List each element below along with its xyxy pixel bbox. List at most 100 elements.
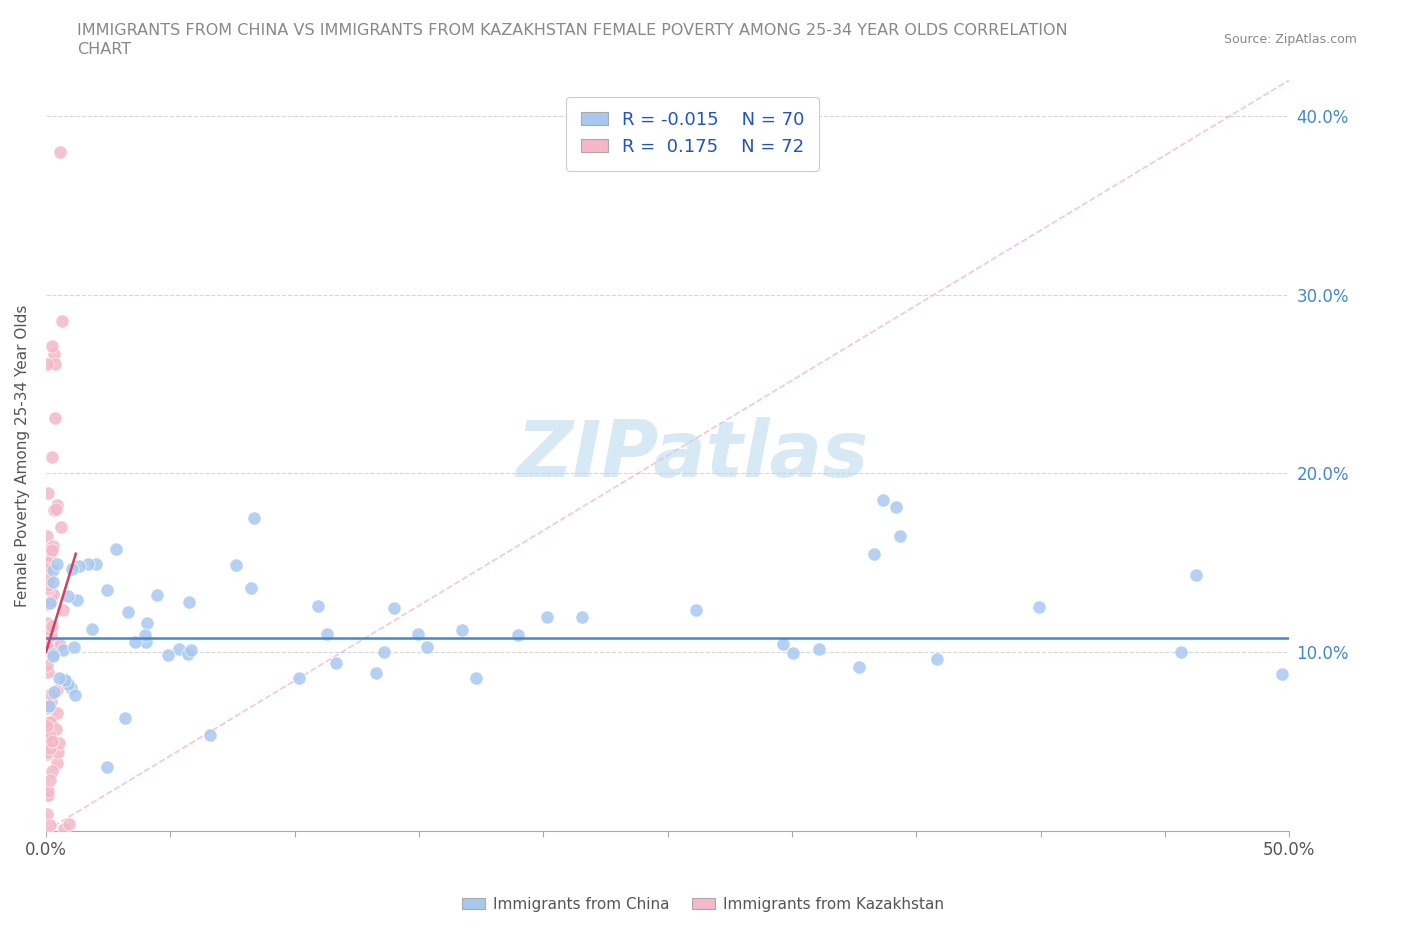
Point xyxy=(53,674,76,689)
Point xyxy=(41,618,63,633)
Point xyxy=(63,688,86,703)
Point xyxy=(37,485,59,500)
Point xyxy=(307,599,329,614)
Point xyxy=(146,588,169,603)
Point xyxy=(39,714,62,729)
Point xyxy=(1170,645,1192,660)
Point xyxy=(37,541,59,556)
Point xyxy=(45,498,67,512)
Point xyxy=(49,638,72,653)
Point xyxy=(35,806,58,821)
Point xyxy=(37,562,59,577)
Point xyxy=(177,646,200,661)
Point xyxy=(1028,600,1050,615)
Point xyxy=(177,594,200,609)
Point xyxy=(42,502,65,517)
Point xyxy=(39,548,62,563)
Point xyxy=(134,628,156,643)
Point xyxy=(287,671,309,685)
Point xyxy=(373,644,395,659)
Point xyxy=(35,580,58,595)
Point xyxy=(41,638,63,653)
Point xyxy=(37,783,59,798)
Point xyxy=(406,627,429,642)
Text: CHART: CHART xyxy=(77,42,131,57)
Point xyxy=(536,609,558,624)
Point xyxy=(44,410,66,425)
Point xyxy=(58,817,80,831)
Point xyxy=(39,687,62,702)
Point xyxy=(38,698,60,713)
Point xyxy=(39,636,62,651)
Point xyxy=(198,728,221,743)
Point xyxy=(60,681,83,696)
Point xyxy=(44,684,66,699)
Point xyxy=(42,347,65,362)
Point xyxy=(240,580,263,595)
Point xyxy=(1184,567,1206,582)
Point xyxy=(41,539,63,554)
Point xyxy=(35,747,58,762)
Point xyxy=(42,648,65,663)
Point xyxy=(52,603,75,618)
Point xyxy=(451,623,474,638)
Point xyxy=(39,773,62,788)
Point xyxy=(84,556,107,571)
Point xyxy=(41,339,63,353)
Point xyxy=(39,729,62,744)
Point xyxy=(51,519,73,534)
Point xyxy=(38,622,60,637)
Point xyxy=(243,511,266,525)
Point xyxy=(56,676,79,691)
Point xyxy=(39,817,62,832)
Point xyxy=(96,760,118,775)
Point xyxy=(44,357,66,372)
Point xyxy=(416,640,439,655)
Point xyxy=(35,545,58,560)
Point xyxy=(38,640,60,655)
Point xyxy=(60,562,83,577)
Point xyxy=(35,723,58,737)
Point xyxy=(325,656,347,671)
Point xyxy=(39,584,62,599)
Point xyxy=(48,144,70,159)
Point xyxy=(96,583,118,598)
Point xyxy=(67,559,90,574)
Point xyxy=(37,735,59,750)
Point xyxy=(37,718,59,733)
Point xyxy=(46,683,69,698)
Point xyxy=(44,721,66,736)
Point xyxy=(117,604,139,619)
Point xyxy=(42,646,65,661)
Point xyxy=(685,603,707,618)
Point xyxy=(46,755,69,770)
Point xyxy=(53,672,76,687)
Point xyxy=(35,788,58,803)
Point xyxy=(364,666,387,681)
Point xyxy=(884,499,907,514)
Text: ZIPatlas: ZIPatlas xyxy=(516,418,869,494)
Point xyxy=(77,557,100,572)
Point xyxy=(35,744,58,759)
Point xyxy=(58,589,80,604)
Point xyxy=(39,641,62,656)
Point xyxy=(63,640,86,655)
Point xyxy=(35,615,58,630)
Point xyxy=(169,642,191,657)
Point xyxy=(35,528,58,543)
Point xyxy=(37,639,59,654)
Point xyxy=(135,616,157,631)
Point xyxy=(37,658,59,672)
Point xyxy=(157,648,180,663)
Point xyxy=(39,628,62,643)
Point xyxy=(37,555,59,570)
Point xyxy=(124,635,146,650)
Point xyxy=(315,626,337,641)
Point xyxy=(38,741,60,756)
Point xyxy=(35,638,58,653)
Text: IMMIGRANTS FROM CHINA VS IMMIGRANTS FROM KAZAKHSTAN FEMALE POVERTY AMONG 25-34 Y: IMMIGRANTS FROM CHINA VS IMMIGRANTS FROM… xyxy=(77,23,1069,38)
Point xyxy=(39,593,62,608)
Point xyxy=(51,314,73,329)
Point xyxy=(39,715,62,730)
Point xyxy=(41,542,63,557)
